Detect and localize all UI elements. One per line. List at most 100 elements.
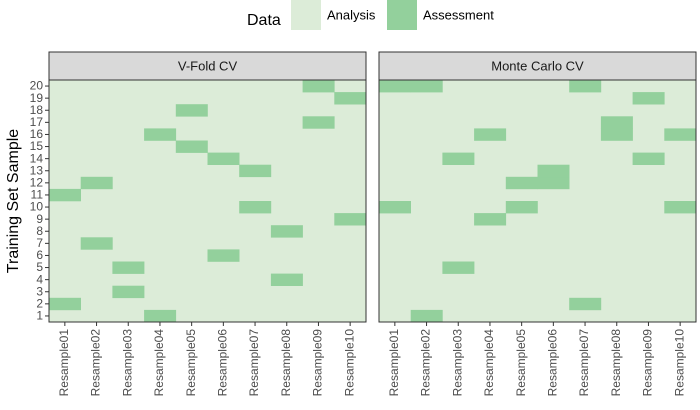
x-tick-label: Resample05	[514, 329, 528, 397]
tile-resample03-sample-3	[112, 285, 145, 299]
plot-border	[48, 79, 367, 323]
tile-resample01-sample-20	[379, 80, 411, 93]
plot-border	[378, 79, 697, 323]
tile-resample10-sample-19	[334, 92, 367, 105]
x-tick-label: Resample03	[120, 329, 134, 397]
y-tick-label: 5	[36, 260, 43, 274]
x-tick-label: Resample04	[482, 329, 496, 397]
tile-resample05-sample-15	[175, 140, 208, 153]
x-tick-label: Resample08	[279, 329, 293, 397]
tile-resample06-sample-6	[207, 249, 240, 262]
tile-resample05-sample-18	[175, 104, 208, 117]
x-tick-label: Resample09	[311, 329, 325, 397]
y-tick-label: 6	[36, 248, 43, 262]
tile-resample06-sample-13	[537, 164, 570, 178]
assessment-tiles	[49, 80, 367, 323]
x-tick-label: Resample07	[247, 329, 261, 397]
tile-resample03-sample-14	[442, 152, 475, 165]
y-tick-label: 11	[31, 188, 44, 202]
tile-resample05-sample-12	[505, 176, 538, 190]
tile-resample09-sample-19	[632, 92, 665, 105]
tile-resample07-sample-13	[239, 164, 272, 178]
legend-label-analysis: Analysis	[327, 7, 376, 22]
x-tick-label: Resample04	[152, 329, 166, 397]
tile-resample05-sample-10	[505, 201, 538, 214]
legend-key-analysis	[291, 0, 321, 30]
tile-resample02-sample-20	[410, 80, 443, 93]
y-tick-label: 14	[30, 151, 44, 165]
strip-background	[48, 51, 367, 81]
assessment-tiles	[379, 80, 697, 323]
strip-background	[378, 51, 697, 81]
tile-resample09-sample-17	[302, 116, 335, 129]
panel-title: Monte Carlo CV	[491, 58, 584, 73]
y-tick-label: 4	[36, 272, 43, 286]
tile-resample01-sample-2	[49, 297, 81, 311]
tile-resample08-sample-16	[600, 128, 633, 141]
x-tick-label: Resample08	[609, 329, 623, 397]
legend: Data Analysis Assessment	[247, 0, 494, 30]
tile-resample09-sample-14	[632, 152, 665, 165]
x-tick-label: Resample01	[387, 329, 401, 397]
tile-resample04-sample-16	[144, 128, 177, 141]
y-tick-label: 10	[30, 200, 44, 214]
y-tick-label: 1	[36, 309, 43, 323]
tile-resample03-sample-5	[112, 261, 145, 274]
tile-resample01-sample-11	[49, 188, 81, 202]
tile-resample06-sample-14	[207, 152, 240, 165]
y-axis-title: Training Set Sample	[5, 129, 22, 273]
y-tick-label: 18	[30, 103, 44, 117]
tile-resample10-sample-10	[664, 201, 697, 214]
y-tick-label: 7	[36, 236, 43, 250]
tile-resample02-sample-12	[80, 176, 113, 190]
tile-resample02-sample-7	[80, 237, 113, 250]
y-tick-label: 20	[30, 79, 44, 93]
y-tick-label: 8	[36, 224, 43, 238]
legend-title: Data	[247, 12, 281, 29]
tile-resample08-sample-4	[270, 273, 303, 286]
tile-resample09-sample-20	[302, 80, 335, 93]
tile-resample10-sample-9	[334, 213, 367, 226]
x-tick-label: Resample10	[672, 329, 686, 397]
y-tick-label: 9	[36, 212, 43, 226]
panel-monte-carlo-cv: Monte Carlo CV	[378, 51, 697, 323]
y-tick-label: 2	[36, 297, 43, 311]
tile-resample07-sample-20	[569, 80, 602, 93]
panel-v-fold-cv: V-Fold CV	[48, 51, 367, 323]
tile-resample07-sample-2	[569, 297, 602, 311]
y-tick-label: 15	[30, 139, 44, 153]
tile-resample07-sample-10	[239, 201, 272, 214]
x-tick-label: Resample06	[216, 329, 230, 397]
tile-resample06-sample-12	[537, 176, 570, 190]
y-tick-label: 19	[30, 91, 44, 105]
x-tick-label: Resample06	[546, 329, 560, 397]
tile-resample04-sample-1	[144, 309, 177, 323]
x-axis: Resample01 Resample02 Resample03 Resample04…	[57, 322, 686, 396]
legend-label-assessment: Assessment	[423, 7, 494, 22]
x-tick-label: Resample01	[57, 329, 71, 397]
x-tick-label: Resample02	[89, 329, 103, 397]
tile-resample04-sample-16	[474, 128, 507, 141]
tile-resample08-sample-8	[270, 225, 303, 238]
x-tick-label: Resample05	[184, 329, 198, 397]
tile-resample03-sample-5	[442, 261, 475, 274]
tile-resample01-sample-10	[379, 201, 411, 214]
tile-resample10-sample-16	[664, 128, 697, 141]
x-tick-label: Resample10	[342, 329, 356, 397]
tile-resample02-sample-1	[410, 309, 443, 323]
x-tick-label: Resample07	[577, 329, 591, 397]
y-tick-label: 17	[30, 115, 44, 129]
tile-resample08-sample-17	[600, 116, 633, 129]
x-tick-label: Resample09	[641, 329, 655, 397]
panel-title: V-Fold CV	[178, 58, 238, 73]
tile-resample04-sample-9	[474, 213, 507, 226]
y-tick-label: 13	[30, 163, 44, 177]
y-tick-label: 3	[36, 284, 43, 298]
x-tick-label: Resample03	[450, 329, 464, 397]
y-tick-label: 16	[30, 127, 44, 141]
x-tick-label: Resample02	[419, 329, 433, 397]
legend-key-assessment	[387, 0, 417, 30]
y-tick-label: 12	[30, 176, 44, 190]
